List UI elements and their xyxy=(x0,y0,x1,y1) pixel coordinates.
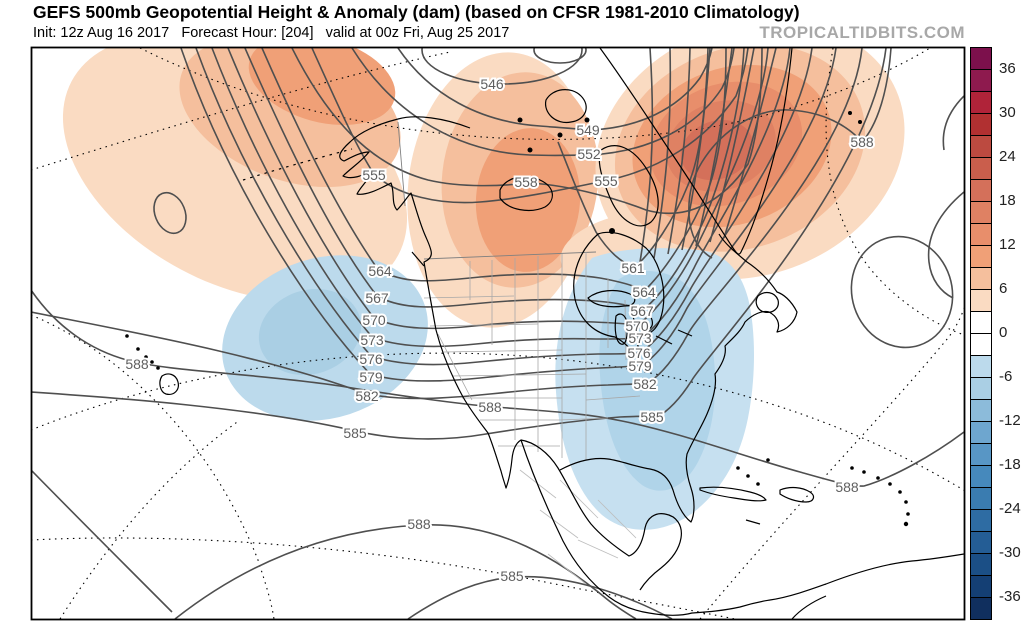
colorbar-segment xyxy=(971,554,991,576)
coastlines xyxy=(125,48,964,619)
colorbar-tick-label: -30 xyxy=(999,544,1021,561)
contour-label: 582 xyxy=(355,388,379,404)
colorbar-segment xyxy=(971,180,991,202)
colorbar-segment xyxy=(971,532,991,554)
contour-label: 552 xyxy=(577,146,601,162)
colorbar-segment xyxy=(971,400,991,422)
colorbar-tick-label: 6 xyxy=(999,280,1008,297)
contour-label: 570 xyxy=(362,312,386,328)
map-border xyxy=(30,46,966,621)
colorbar-segment xyxy=(971,224,991,246)
height-contours xyxy=(32,48,964,619)
anomaly-shading-negative xyxy=(222,248,754,530)
colorbar-segment xyxy=(971,598,991,619)
colorbar-segment xyxy=(971,136,991,158)
graticule-lines xyxy=(32,48,964,619)
colorbar-segment xyxy=(971,422,991,444)
colorbar-segment xyxy=(971,246,991,268)
contour-label: 573 xyxy=(628,330,652,346)
colorbar-segment xyxy=(971,444,991,466)
colorbar-tick-label: -18 xyxy=(999,456,1021,473)
contour-label: 555 xyxy=(594,173,618,189)
contour-label: 582 xyxy=(633,376,657,392)
colorbar-tick-label: -36 xyxy=(999,588,1021,605)
contour-label: 576 xyxy=(359,351,383,367)
colorbar-segment xyxy=(971,268,991,290)
contour-label: 573 xyxy=(360,332,384,348)
colorbar-segment xyxy=(971,158,991,180)
anomaly-colorbar xyxy=(970,47,992,620)
colorbar-tick-label: 12 xyxy=(999,236,1016,253)
colorbar-segment xyxy=(971,356,991,378)
political-borders xyxy=(397,121,641,585)
contour-label: 588 xyxy=(407,516,431,532)
contour-label: 564 xyxy=(632,284,656,300)
contour-label: 585 xyxy=(640,409,664,425)
colorbar-segment xyxy=(971,92,991,114)
contour-label: 549 xyxy=(576,122,600,138)
colorbar-tick-label: 18 xyxy=(999,192,1016,209)
init-forecast-valid-line: Init: 12z Aug 16 2017 Forecast Hour: [20… xyxy=(33,25,510,41)
contour-label: 555 xyxy=(362,167,386,183)
contour-label: 546 xyxy=(480,76,504,92)
colorbar-segment xyxy=(971,378,991,400)
colorbar-segment xyxy=(971,488,991,510)
colorbar-segment xyxy=(971,114,991,136)
colorbar-tick-label: 24 xyxy=(999,148,1016,165)
contour-label: 564 xyxy=(368,263,392,279)
colorbar-segment xyxy=(971,334,991,356)
contour-label: 588 xyxy=(125,356,149,372)
page-title: GEFS 500mb Geopotential Height & Anomaly… xyxy=(33,2,800,22)
colorbar-tick-label: 0 xyxy=(999,324,1008,341)
contour-label: 570 xyxy=(625,318,649,334)
colorbar-segment xyxy=(971,290,991,312)
colorbar-tick-label: -6 xyxy=(999,368,1013,385)
contour-label: 567 xyxy=(365,290,389,306)
colorbar-segment xyxy=(971,466,991,488)
colorbar-segment xyxy=(971,312,991,334)
colorbar-tick-label: -24 xyxy=(999,500,1021,517)
watermark-tropicaltidbits: TROPICALTIDBITS.COM xyxy=(759,23,965,42)
contour-label: 561 xyxy=(621,260,645,276)
contour-label: 576 xyxy=(627,345,651,361)
colorbar-tick-label: 36 xyxy=(999,60,1016,77)
contour-label: 579 xyxy=(628,358,652,374)
contour-label: 588 xyxy=(835,479,859,495)
contour-label: 567 xyxy=(630,303,654,319)
colorbar-segment xyxy=(971,510,991,532)
contour-label: 588 xyxy=(478,399,502,415)
contour-label: 579 xyxy=(359,369,383,385)
contour-label: 558 xyxy=(514,174,538,190)
colorbar-segment xyxy=(971,48,991,70)
colorbar-tick-label: -12 xyxy=(999,412,1021,429)
colorbar-segment xyxy=(971,70,991,92)
contour-label: 585 xyxy=(500,568,524,584)
contour-label: 585 xyxy=(343,425,367,441)
colorbar-tick-label: 30 xyxy=(999,104,1016,121)
colorbar-segment xyxy=(971,576,991,598)
contour-label: 588 xyxy=(850,134,874,150)
colorbar-segment xyxy=(971,202,991,224)
